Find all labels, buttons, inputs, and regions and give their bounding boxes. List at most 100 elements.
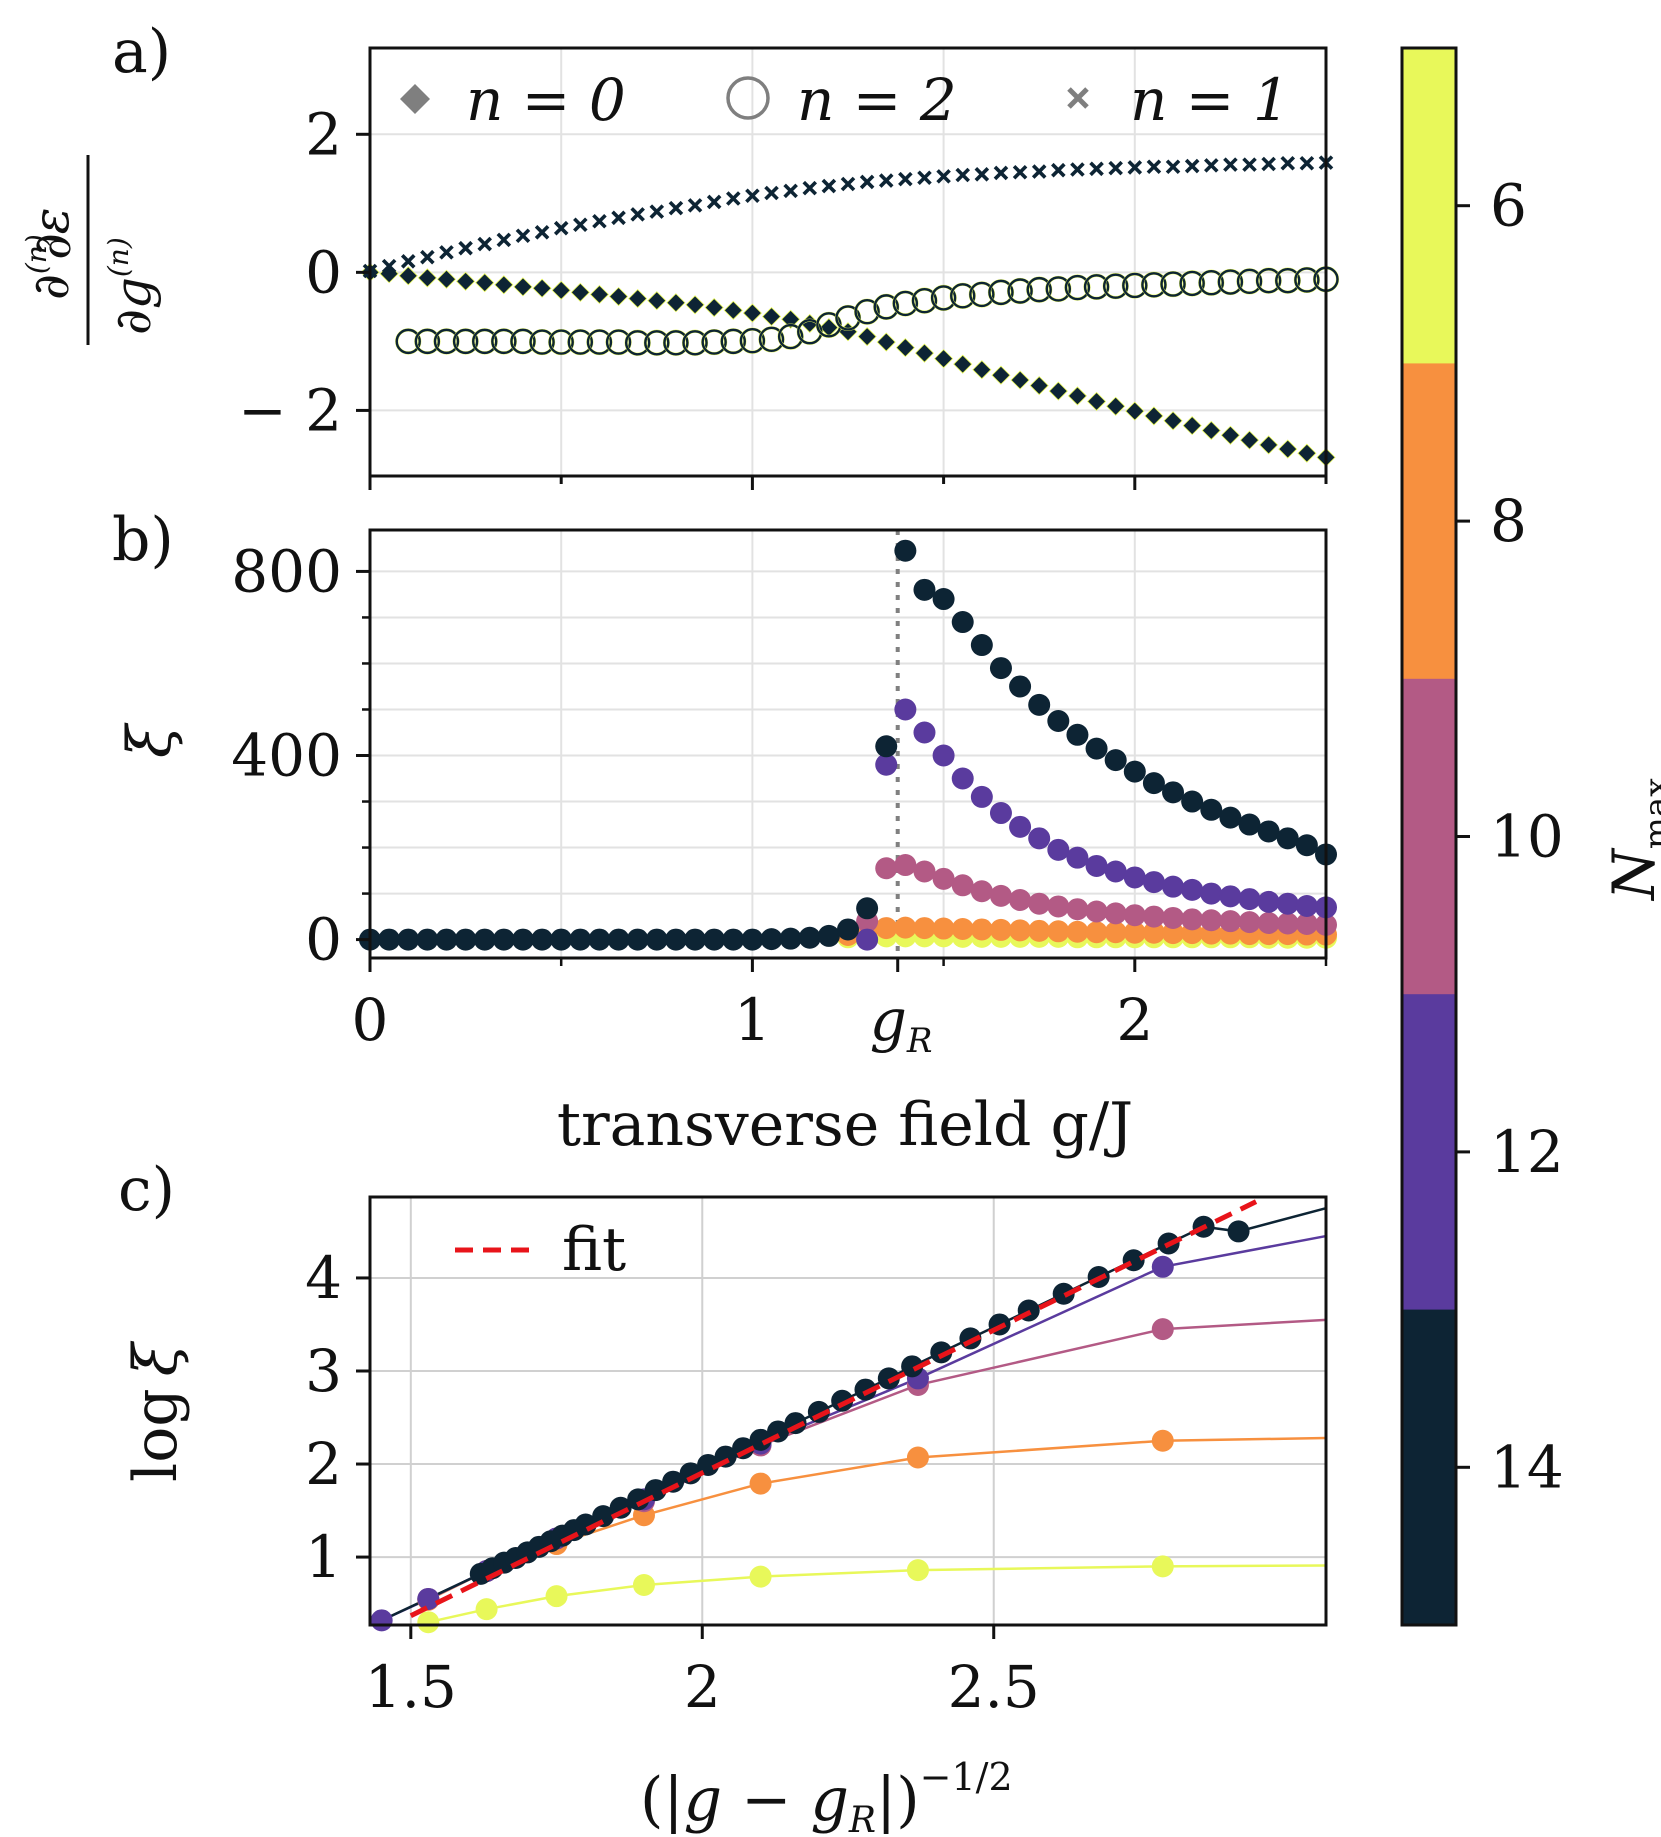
point-nmax-8 (1142, 921, 1165, 944)
ytick-label-b: 0 (305, 906, 342, 974)
point-n0 (1029, 376, 1049, 396)
legend-a: n = 0 n = 2 n = 1 (400, 66, 1290, 134)
point-nmax-8 (1151, 1429, 1174, 1452)
point-n1 (573, 217, 588, 232)
point-nmax-8 (913, 917, 936, 940)
point-n1 (936, 169, 951, 184)
xlabel-c-close: |) (876, 1765, 920, 1835)
point-n0 (876, 332, 896, 352)
point-nmax-14 (1142, 772, 1165, 795)
point-n0 (1067, 386, 1088, 406)
xtick-label-c: 2 (684, 1653, 721, 1721)
ylabel-a-den-n: (n) (102, 237, 135, 277)
panel-label-c: c) (118, 1155, 175, 1225)
point-n0 (742, 303, 762, 323)
ylabel-a-num-d: ∂ (23, 233, 83, 260)
point-nmax-10 (1238, 911, 1261, 934)
point-n0 (417, 268, 437, 288)
point-nmax-12 (1181, 878, 1204, 901)
point-nmax-10 (932, 867, 955, 890)
point-n2-outline (835, 305, 861, 331)
xlabel-c-sup: −1/2 (920, 1755, 1013, 1799)
point-nmax-8 (1162, 922, 1185, 945)
point-nmax-10 (951, 874, 974, 897)
point-nmax-12 (417, 1587, 440, 1610)
point-n0 (991, 365, 1011, 385)
point-nmax-6 (749, 1565, 772, 1588)
point-nmax-12 (1142, 871, 1165, 894)
point-nmax-10 (1219, 910, 1242, 933)
point-nmax-12 (1085, 854, 1108, 877)
point-nmax-10 (1276, 912, 1299, 935)
point-nmax-8 (1085, 921, 1108, 944)
point-nmax-10 (1085, 900, 1108, 923)
point-nmax-14 (550, 928, 573, 951)
point-nmax-12 (1151, 1255, 1174, 1278)
ylabel-a-num-e: ε (22, 207, 80, 234)
xtick-label-gr-main: g (870, 986, 907, 1054)
point-nmax-10 (1151, 1318, 1174, 1341)
point-n1 (458, 240, 473, 256)
ytick-label-c: 3 (305, 1337, 342, 1405)
point-nmax-12 (1257, 890, 1280, 913)
point-n2-outline (950, 283, 976, 309)
ylabel-c-xi: ξ (121, 1340, 191, 1376)
colorbar-segment (1402, 48, 1456, 364)
point-nmax-14 (831, 1389, 854, 1412)
point-nmax-10 (1257, 912, 1280, 935)
point-nmax-14 (817, 924, 840, 947)
point-nmax-8 (906, 1446, 929, 1469)
ylabel-a: ∂ ∂(n)ε ∂g(n) (20, 155, 162, 345)
axes-frame-c (368, 1195, 1328, 1627)
point-n1 (706, 194, 722, 210)
point-n0 (1106, 396, 1126, 416)
xlabel-c-g: g (684, 1765, 722, 1835)
point-n1 (840, 176, 856, 192)
point-nmax-12 (1276, 892, 1299, 915)
point-nmax-12 (1047, 838, 1070, 861)
point-n0 (704, 297, 724, 318)
point-n0 (647, 291, 667, 311)
point-n2-outline (777, 323, 804, 350)
point-n0 (685, 295, 705, 315)
point-n1 (1146, 159, 1162, 175)
point-n1 (1223, 157, 1238, 172)
colorbar-segment (1402, 363, 1456, 680)
xlabel-c-minus: − (722, 1765, 810, 1835)
points-a (360, 155, 1340, 467)
point-nmax-14 (854, 1378, 877, 1401)
point-n0 (1259, 435, 1279, 455)
colorbar-label-sub: max (1637, 778, 1661, 850)
panel-label-a: a) (112, 17, 171, 87)
point-n2-outline (1217, 269, 1244, 295)
point-n1 (649, 204, 665, 219)
point-n1 (1012, 164, 1028, 180)
point-nmax-14 (454, 928, 477, 951)
point-n2-outline (452, 328, 479, 355)
point-nmax-6 (1151, 1555, 1174, 1578)
ticks-b: 0 400 800 0 1 gR 2 (231, 537, 1328, 1061)
point-n0 (723, 300, 743, 320)
point-n2-outline (1141, 272, 1167, 298)
point-n1 (668, 200, 684, 216)
point-n0 (1220, 425, 1240, 445)
point-n0 (1182, 416, 1202, 436)
point-nmax-10 (1028, 892, 1051, 915)
point-nmax-8 (951, 918, 974, 941)
point-nmax-14 (722, 928, 745, 951)
point-n0 (1010, 370, 1030, 390)
colorbar-segment (1402, 1309, 1456, 1626)
xlabel-b: transverse field g/J (557, 1090, 1133, 1160)
point-nmax-14 (875, 735, 898, 758)
point-nmax-8 (970, 918, 993, 941)
point-n1 (553, 220, 569, 236)
point-nmax-14 (837, 918, 859, 941)
ytick-label-a: 0 (305, 238, 342, 306)
point-n1 (611, 210, 626, 226)
point-nmax-14 (901, 1355, 924, 1378)
point-n1 (821, 178, 837, 194)
panel-a: a) − 202 ∂ ∂(n)ε ∂g(n) n = 0 n = 2 n = 1 (20, 17, 1340, 490)
point-nmax-10 (1047, 895, 1070, 918)
point-nmax-14 (951, 611, 974, 634)
ytick-label-c: 1 (305, 1523, 342, 1591)
